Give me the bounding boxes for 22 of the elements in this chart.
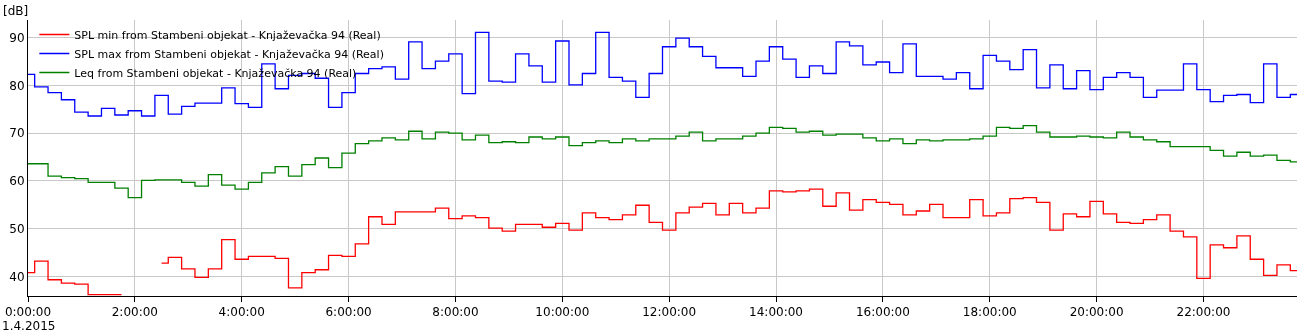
x-tick-label: 10:00:00: [535, 305, 590, 320]
x-tick-label: 4:00:00: [218, 305, 265, 320]
x-tick-label: 6:00:00: [325, 305, 372, 320]
y-tick-label: 90: [9, 30, 25, 45]
x-tick-label: 20:00:00: [1069, 305, 1124, 320]
x-tick-label: 18:00:00: [962, 305, 1017, 320]
y-axis-title: [dB]: [3, 4, 29, 18]
x-tick-label: 0:00:00: [4, 305, 52, 320]
x-tick-label: 2:00:00: [111, 305, 158, 320]
legend-label: SPL max from Stambeni objekat - Knjaževačka 94 (Real): [74, 47, 384, 61]
x-tick-label: 22:00:00: [1176, 305, 1231, 320]
y-tick-label: 60: [9, 174, 25, 189]
y-tick-label: 50: [9, 221, 25, 236]
y-tick-label: 70: [9, 126, 25, 141]
x-tick-label: 14:00:00: [749, 305, 803, 320]
text: 1.4.2015: [2, 319, 56, 333]
y-tick-label: 80: [9, 78, 25, 93]
y-tick-label: 40: [9, 269, 25, 284]
legend-label: SPL min from Stambeni objekat - Knjaževačka 94 (Real): [74, 28, 381, 42]
x-tick-label: 8:00:00: [432, 305, 479, 320]
x-tick-label: 16:00:00: [855, 305, 910, 320]
x-tick-label: 12:00:00: [642, 305, 697, 320]
